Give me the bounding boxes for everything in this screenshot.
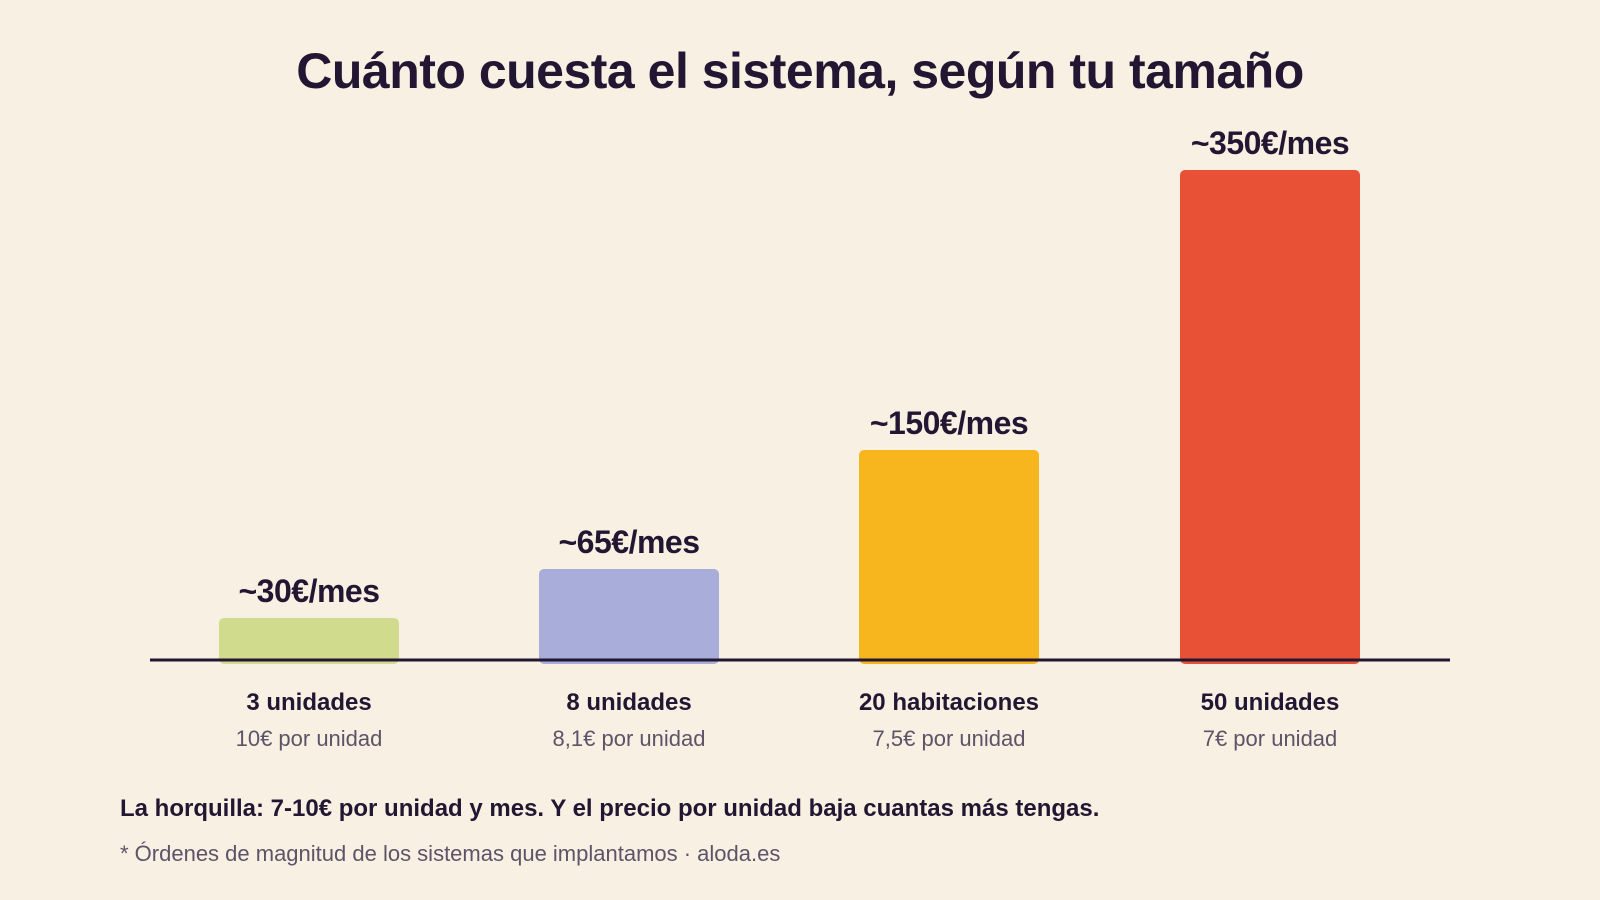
bar-value-label: ~150€/mes <box>870 405 1028 441</box>
labels-group: ~30€/mes 3 unidades 10€ por unidad ~65€/mes… <box>236 125 1350 751</box>
bar-value-label: ~350€/mes <box>1191 125 1349 161</box>
bar-value-label: ~30€/mes <box>238 573 379 609</box>
chart-title: Cuánto cuesta el sistema, según tu tamañ… <box>296 43 1304 99</box>
bar-value-label: ~65€/mes <box>558 524 699 560</box>
category-unit-price: 7€ por unidad <box>1203 726 1338 751</box>
bars-group <box>219 170 1360 664</box>
category-label: 3 unidades <box>246 689 371 716</box>
bar-2 <box>539 569 719 664</box>
source-note: * Órdenes de magnitud de los sistemas qu… <box>120 841 781 866</box>
range-note: La horquilla: 7-10€ por unidad y mes. Y … <box>120 795 1100 822</box>
category-unit-price: 8,1€ por unidad <box>553 726 706 751</box>
bar-3 <box>859 450 1039 664</box>
category-unit-price: 10€ por unidad <box>236 726 383 751</box>
category-unit-price: 7,5€ por unidad <box>873 726 1026 751</box>
bar-1 <box>219 618 399 664</box>
category-label: 20 habitaciones <box>859 689 1039 716</box>
category-label: 8 unidades <box>566 689 691 716</box>
category-label: 50 unidades <box>1201 689 1340 716</box>
bar-4 <box>1180 170 1360 664</box>
